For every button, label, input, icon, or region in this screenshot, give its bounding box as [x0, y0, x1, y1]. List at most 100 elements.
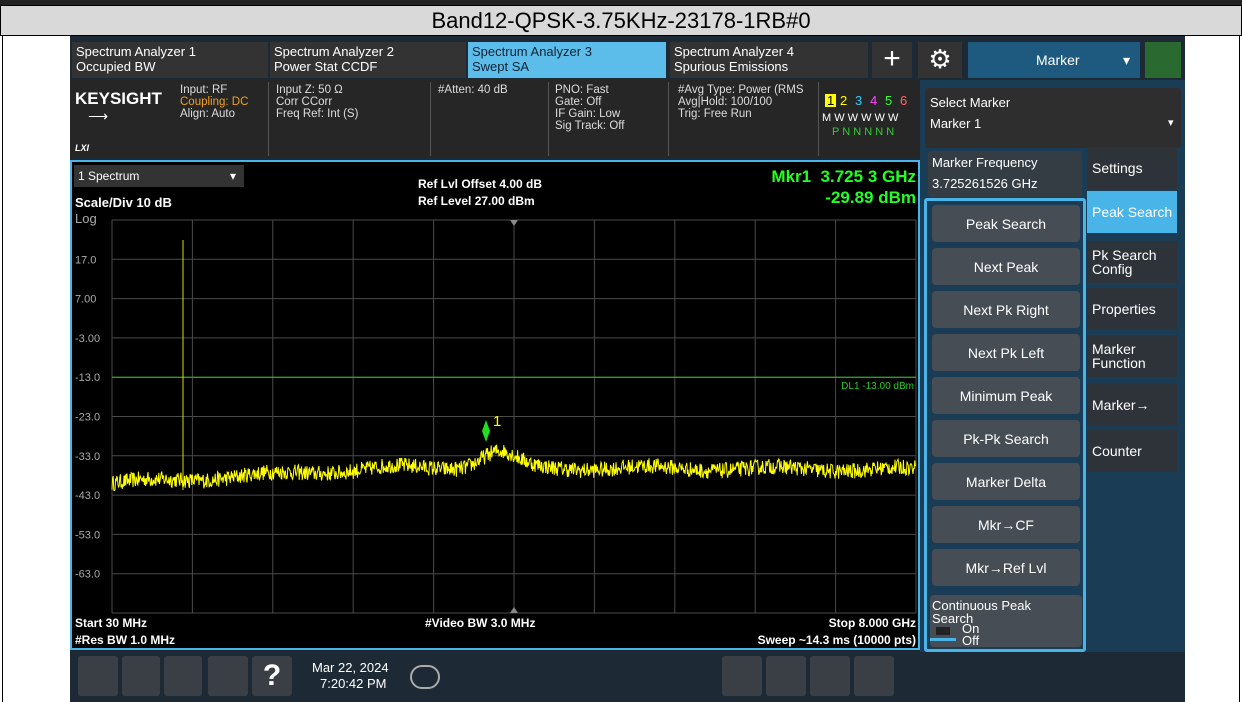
trace	[111, 444, 916, 492]
softkey[interactable]: Next Pk Left	[932, 334, 1080, 371]
on-label: On	[962, 621, 980, 636]
border	[1239, 36, 1240, 702]
dropdown-arrow: ▾	[1168, 117, 1174, 129]
softkey[interactable]: Marker Delta	[932, 463, 1080, 500]
y-label: -33.0	[75, 451, 100, 463]
trace-number: 4	[870, 93, 878, 108]
softkey[interactable]: Mkr→CF	[932, 506, 1080, 543]
y-label: -13.0	[75, 372, 100, 384]
multi-view-button[interactable]	[810, 656, 850, 696]
freq-value: 3.725261526 GHz	[932, 176, 1038, 191]
graph-window	[70, 160, 920, 650]
add-tab[interactable]: +	[872, 42, 912, 78]
info-text: IF Gain: Low	[555, 108, 621, 120]
tab-line2: Power Stat CCDF	[274, 59, 378, 74]
redo-button[interactable]	[164, 656, 202, 696]
on-indicator	[936, 627, 950, 635]
separator	[548, 82, 549, 156]
softkey[interactable]: Mkr→Ref Lvl	[932, 549, 1080, 586]
softkey[interactable]: Next Pk Right	[932, 291, 1080, 328]
tab-line1: Spectrum Analyzer 4	[674, 44, 794, 59]
info-text: Coupling: DC	[180, 96, 249, 108]
border	[2, 36, 3, 702]
sweep: Sweep ~14.3 ms (10000 pts)	[757, 633, 916, 647]
menu-dropdown[interactable]: Marker ▾	[968, 42, 1140, 78]
top-strip	[0, 0, 1242, 5]
window-select[interactable]: 1 Spectrum ▾	[74, 165, 244, 187]
y-label: -53.0	[75, 529, 100, 541]
windows-button[interactable]	[78, 656, 118, 696]
side-tab[interactable]: Peak Search	[1087, 191, 1177, 233]
off-label: Off	[962, 633, 980, 648]
info-text: PNO: Fast	[555, 84, 609, 96]
title: Band12-QPSK-3.75KHz-23178-1RB#0	[0, 5, 1242, 36]
tab[interactable]	[468, 42, 666, 78]
trace-number: 1	[825, 93, 837, 108]
softkey[interactable]: Peak Search	[932, 205, 1080, 242]
side-tab[interactable]: Marker→	[1087, 384, 1177, 426]
softkey[interactable]: Pk-Pk Search	[932, 420, 1080, 457]
info-text: Avg|Hold: 100/100	[678, 96, 773, 108]
marker-diamond	[482, 420, 490, 442]
date: Mar 22, 2024	[312, 660, 389, 675]
info-text: Gate: Off	[555, 96, 602, 108]
marker-readout: Mkr1 3.725 3 GHz	[771, 167, 916, 186]
layout-button[interactable]	[722, 656, 762, 696]
help-button[interactable]: ?	[252, 656, 292, 696]
trace-number: 5	[885, 93, 893, 108]
info-text: Sig Track: Off	[555, 120, 625, 132]
separator	[668, 82, 669, 156]
info-text: Input: RF	[180, 84, 228, 96]
touch-button[interactable]	[766, 656, 806, 696]
y-label: -23.0	[75, 412, 100, 424]
ref-offset: Ref Lvl Offset 4.00 dB	[418, 177, 543, 191]
lxi: LXI	[75, 143, 90, 153]
y-label: -43.0	[75, 490, 100, 502]
softkey[interactable]: Minimum Peak	[932, 377, 1080, 414]
tab[interactable]	[670, 42, 868, 78]
side-tab[interactable]: Counter	[1087, 430, 1177, 472]
tab-line1: Spectrum Analyzer 1	[76, 44, 196, 59]
separator	[268, 82, 269, 156]
scale: Scale/Div 10 dB	[75, 195, 172, 210]
top-marker	[510, 220, 518, 226]
stop-freq: Stop 8.000 GHz	[828, 616, 916, 630]
info-text: Freq Ref: Int (S)	[276, 108, 359, 120]
side-tab[interactable]: Properties	[1087, 288, 1177, 330]
y-label: -63.0	[75, 569, 100, 581]
tab[interactable]	[72, 42, 268, 78]
tab-line2: Swept SA	[472, 59, 530, 74]
y-label: 7.00	[75, 294, 96, 306]
select-marker-label: Select Marker	[930, 95, 1011, 110]
tab[interactable]	[270, 42, 466, 78]
zoom-button[interactable]	[854, 656, 894, 696]
side-tab[interactable]: Settings	[1087, 147, 1177, 189]
log: Log	[75, 211, 97, 226]
marker-number: 1	[493, 413, 501, 430]
select-marker[interactable]	[925, 88, 1181, 148]
side-tab[interactable]: Marker Function	[1087, 335, 1177, 377]
info-text: Align: Auto	[180, 108, 235, 120]
softkey[interactable]: Next Peak	[932, 248, 1080, 285]
chat-button[interactable]	[410, 665, 440, 689]
undo-button[interactable]	[122, 656, 160, 696]
input-icon: ⟶	[88, 108, 109, 124]
side-tab[interactable]: Pk Search Config	[1087, 241, 1177, 283]
time: 7:20:42 PM	[320, 676, 387, 691]
tab-line2: Occupied BW	[76, 59, 156, 74]
start-freq: Start 30 MHz	[75, 616, 148, 630]
plot: 17.0 7.00 -3.00 -13.0 -23.0 -33.0 -43.0 -53.0 -6…	[75, 219, 917, 614]
continuous-label: Continuous Peak Search	[932, 598, 1032, 626]
file-button[interactable]	[208, 656, 248, 696]
res-bw: #Res BW 1.0 MHz	[75, 633, 176, 647]
info-bar	[70, 80, 920, 158]
separator	[430, 82, 431, 156]
info-text: Corr CCorr	[276, 96, 333, 108]
info-text: #Atten: 40 dB	[438, 84, 508, 96]
trace-types: M W W W W W	[822, 112, 899, 124]
trace-number: 2	[840, 93, 848, 108]
marker-frequency[interactable]	[928, 151, 1082, 197]
settings-gear[interactable]: ⚙	[918, 42, 962, 78]
tab-line2: Spurious Emissions	[674, 59, 789, 74]
